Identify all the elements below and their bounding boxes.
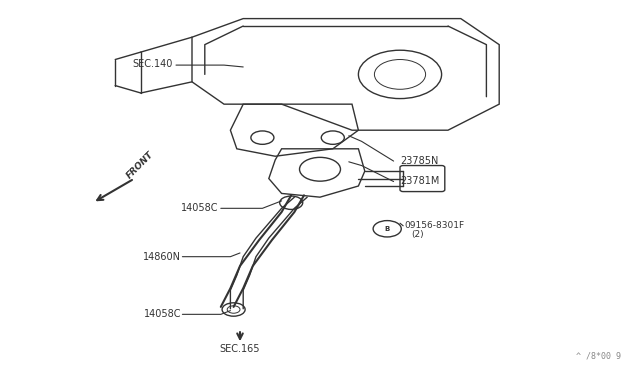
Text: ^ /8*00 9: ^ /8*00 9 bbox=[576, 352, 621, 361]
Text: 14860N: 14860N bbox=[143, 252, 181, 262]
Text: 09156-8301F: 09156-8301F bbox=[404, 221, 465, 230]
Text: 23781M: 23781M bbox=[400, 176, 440, 186]
Text: 23785N: 23785N bbox=[400, 156, 438, 166]
Text: SEC.140: SEC.140 bbox=[132, 59, 173, 69]
Text: 14058C: 14058C bbox=[181, 203, 219, 213]
Text: B: B bbox=[385, 226, 390, 232]
Text: FRONT: FRONT bbox=[125, 150, 156, 180]
Text: SEC.165: SEC.165 bbox=[220, 344, 260, 354]
Text: 14058C: 14058C bbox=[143, 310, 181, 319]
Text: (2): (2) bbox=[412, 230, 424, 239]
